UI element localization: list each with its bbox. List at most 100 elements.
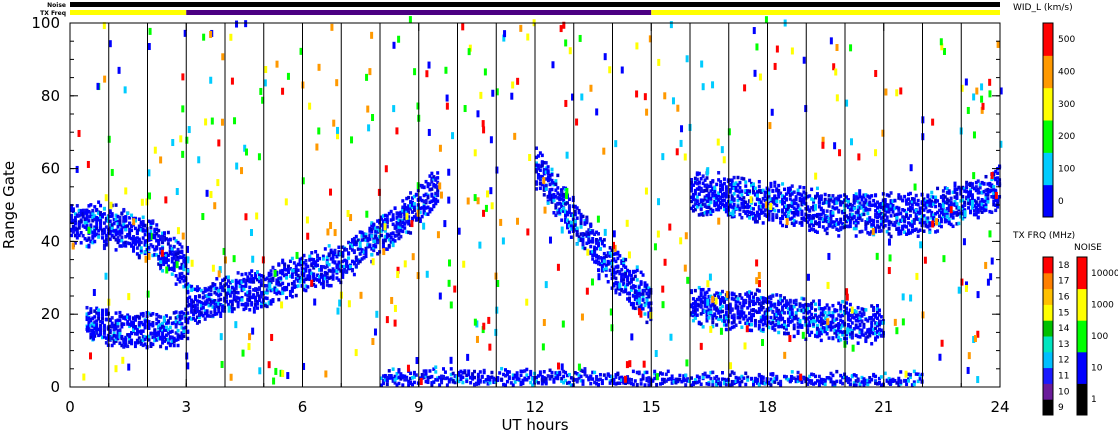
- echo-point: [168, 330, 172, 334]
- echo-point: [356, 247, 360, 251]
- echo-point: [141, 314, 145, 318]
- echo-point: [99, 320, 103, 324]
- echo-point: [197, 287, 201, 291]
- echo-point: [254, 276, 258, 280]
- echo-point: [815, 326, 819, 331]
- echo-point: [560, 208, 564, 213]
- echo-point: [622, 257, 626, 262]
- echo-point: [232, 307, 236, 311]
- echo-point: [852, 206, 856, 211]
- echo-point: [118, 218, 122, 223]
- echo-point: [817, 319, 821, 324]
- echo-point: [618, 285, 622, 289]
- echo-point: [567, 220, 571, 225]
- echo-point: [767, 195, 771, 199]
- echo-point: [102, 331, 106, 335]
- echo-point: [422, 199, 426, 204]
- echo-point: [114, 232, 118, 236]
- echo-point: [178, 334, 182, 339]
- echo-point: [536, 166, 540, 171]
- echo-point: [159, 263, 163, 268]
- echo-point: [269, 288, 273, 293]
- echo-point: [969, 181, 972, 186]
- echo-point: [955, 202, 959, 206]
- echo-point: [151, 342, 155, 347]
- echo-point: [180, 336, 184, 340]
- echo-point: [691, 313, 695, 318]
- echo-point: [996, 176, 1000, 180]
- echo-point: [889, 204, 893, 208]
- echo-point: [852, 196, 856, 201]
- echo-point: [535, 187, 538, 191]
- echo-point: [391, 231, 395, 235]
- echo-point: [703, 309, 707, 313]
- echo-point: [99, 330, 103, 335]
- echo-point: [285, 276, 289, 280]
- echo-point: [412, 205, 416, 209]
- echo-point: [752, 308, 755, 313]
- echo-point: [405, 196, 409, 201]
- echo-point: [819, 311, 823, 315]
- echo-point: [823, 306, 827, 310]
- echo-point: [897, 226, 901, 231]
- echo-point: [736, 194, 740, 198]
- echo-point: [781, 299, 785, 303]
- echo-point: [707, 196, 711, 200]
- echo-point: [172, 262, 176, 266]
- echo-point: [203, 309, 207, 313]
- echo-point: [974, 205, 978, 209]
- echo-point: [713, 203, 717, 208]
- echo-point: [986, 200, 990, 204]
- echo-point: [713, 307, 717, 311]
- echo-point: [850, 217, 854, 221]
- echo-point: [314, 284, 318, 288]
- echo-point: [814, 319, 817, 324]
- echo-point: [587, 237, 591, 241]
- echo-point: [721, 186, 724, 191]
- echo-point: [155, 333, 159, 338]
- echo-point: [945, 201, 949, 205]
- echo-point: [380, 233, 383, 238]
- echo-point: [380, 376, 383, 380]
- echo-point: [296, 273, 300, 278]
- echo-point: [831, 303, 835, 308]
- echo-point: [298, 279, 302, 284]
- echo-point: [102, 328, 106, 333]
- echo-point: [77, 222, 81, 226]
- echo-point: [395, 376, 399, 381]
- echo-point: [170, 339, 174, 343]
- echo-point: [848, 221, 852, 225]
- echo-point: [870, 330, 874, 335]
- echo-point: [538, 151, 542, 155]
- echo-point: [374, 244, 378, 249]
- echo-point: [244, 272, 248, 276]
- echo-point: [624, 274, 628, 279]
- echo-point: [992, 195, 996, 200]
- echo-point: [821, 325, 825, 330]
- echo-point: [168, 316, 172, 320]
- echo-point: [209, 303, 213, 307]
- echo-point: [963, 189, 967, 193]
- echo-point: [812, 206, 816, 211]
- echo-point: [250, 277, 254, 282]
- echo-point: [310, 257, 314, 262]
- echo-point: [877, 332, 881, 336]
- echo-point: [99, 227, 103, 231]
- echo-point: [445, 376, 449, 380]
- echo-point: [713, 304, 717, 309]
- echo-point: [126, 344, 130, 349]
- echo-point: [814, 195, 817, 200]
- echo-point: [591, 239, 595, 243]
- echo-point: [589, 239, 593, 244]
- echo-point: [719, 180, 723, 184]
- echo-point: [411, 210, 414, 214]
- echo-point: [879, 211, 883, 216]
- echo-point: [577, 208, 581, 213]
- echo-point: [116, 222, 120, 226]
- echo-point: [721, 309, 724, 314]
- echo-point: [887, 219, 891, 224]
- echo-point: [219, 282, 223, 286]
- echo-point: [436, 188, 440, 192]
- echo-point: [924, 206, 928, 210]
- echo-point: [730, 321, 734, 325]
